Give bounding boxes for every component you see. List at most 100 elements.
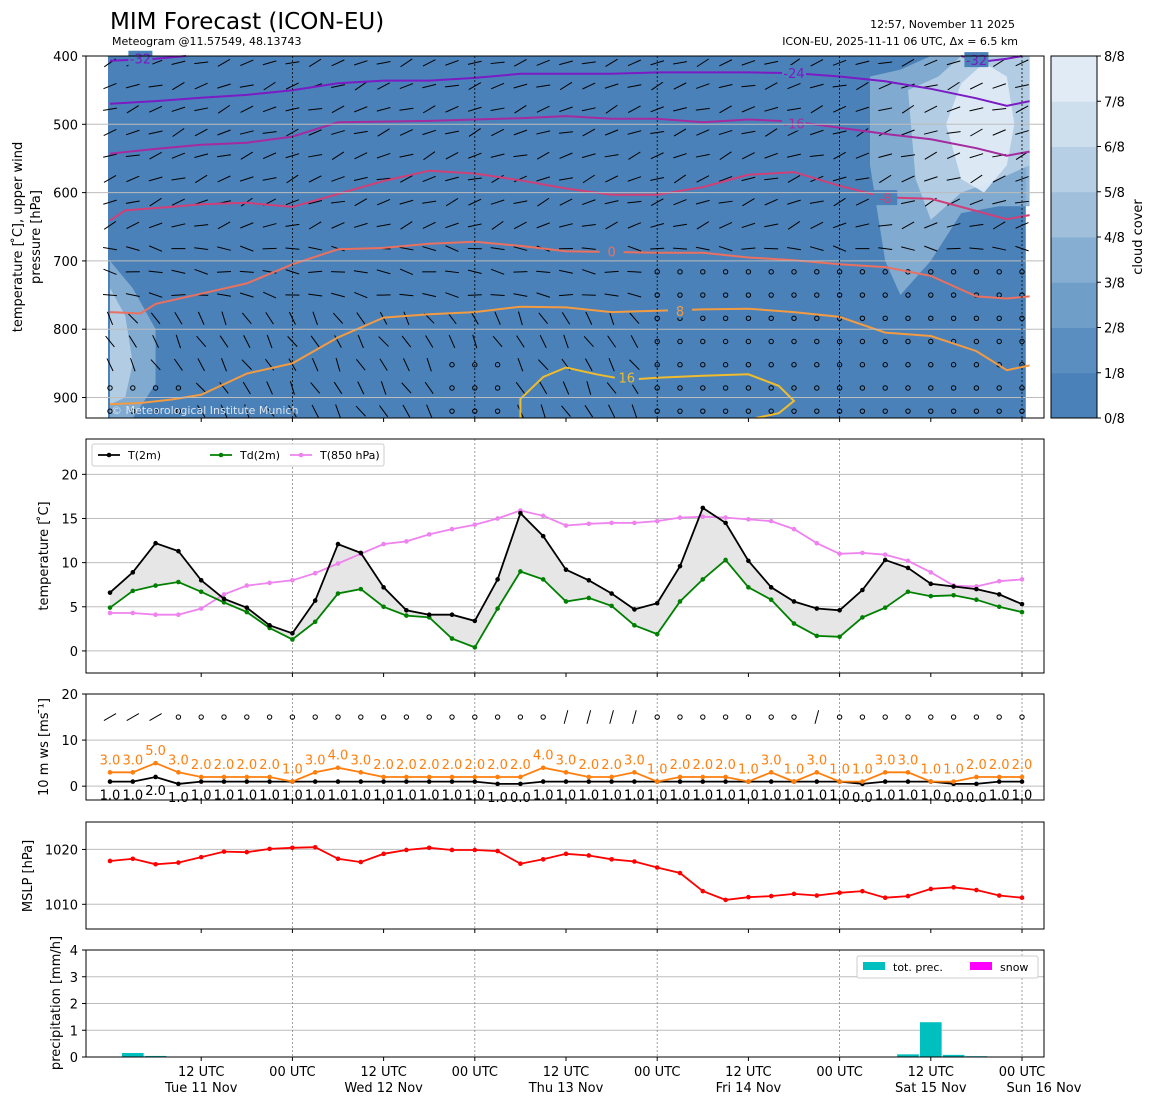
- wind-barb: [399, 129, 413, 136]
- wind-barb: [787, 199, 801, 205]
- copyright: © Meteorological Institute Munich: [111, 404, 298, 417]
- wind-barb: [262, 223, 277, 228]
- data-point: [723, 779, 728, 784]
- data-point: [791, 891, 797, 897]
- calm-marker: [677, 269, 683, 275]
- calm-marker: [654, 362, 660, 368]
- tick-label: 900: [53, 392, 78, 407]
- tick-label: 1010: [45, 898, 78, 913]
- wind-barb: [923, 84, 938, 88]
- wind-barb: [266, 334, 273, 349]
- wind-barb: [262, 60, 277, 66]
- timestamp: 12:57, November 11 2025: [870, 18, 1015, 31]
- wind-barb: [330, 200, 346, 204]
- wind-barb: [103, 221, 117, 230]
- wind-barb: [536, 151, 550, 160]
- data-point: [130, 779, 136, 784]
- calm-marker: [973, 408, 980, 414]
- data-point: [632, 779, 637, 784]
- wind-barb: [627, 130, 642, 135]
- wind-barb: [515, 382, 526, 394]
- wind-barb: [878, 107, 893, 112]
- precip-bar: [144, 1055, 167, 1057]
- pressure-panel: 1010 1020 MSLP [hPa]: [21, 821, 1045, 930]
- colorbar-cell: [1051, 237, 1097, 283]
- calm-marker: [905, 408, 911, 414]
- wind-barb: [470, 311, 479, 325]
- isotherm-0: [109, 55, 187, 62]
- wind-barb: [696, 58, 709, 68]
- colorbar-cell: [1051, 282, 1097, 328]
- calm-marker: [791, 269, 797, 275]
- data-point: [518, 510, 523, 516]
- wind-barb: [399, 199, 414, 205]
- data-point: [221, 779, 227, 784]
- data-point: [107, 605, 113, 610]
- data-point: [723, 774, 728, 780]
- precipitation-panel: 0 1 2 3 4 precipitation [mm/h] tot. prec. sno…: [49, 936, 1045, 1070]
- data-point: [130, 856, 136, 862]
- wind-barb: [559, 177, 573, 181]
- wind-barb: [288, 405, 297, 418]
- wind-barb: [604, 270, 619, 273]
- wind-barb: [308, 293, 323, 297]
- data-point: [358, 779, 364, 784]
- wind-barb: [855, 60, 870, 66]
- wind-barb: [537, 197, 550, 207]
- wind-barb: [423, 151, 436, 161]
- wind-barb: [581, 107, 596, 112]
- data-label: 1.0: [920, 763, 941, 778]
- data-point: [677, 870, 683, 876]
- calm-marker: [950, 292, 957, 298]
- wind-barb: [582, 82, 596, 90]
- wind-barb: [491, 128, 505, 137]
- wind-barb: [426, 404, 433, 418]
- data-label: 3.0: [806, 753, 827, 768]
- wind-barb: [312, 358, 319, 372]
- wind-barb: [559, 269, 573, 274]
- wind-barb: [901, 200, 915, 205]
- wind-barb: [650, 198, 664, 206]
- wind-barb: [149, 713, 162, 721]
- wind-barb: [194, 174, 208, 184]
- wind-barb: [969, 82, 983, 90]
- wind-barb: [244, 404, 250, 418]
- wind-barb: [468, 198, 482, 206]
- wind-barb: [969, 107, 984, 112]
- wind-barb: [586, 710, 592, 724]
- calm-marker: [221, 714, 227, 720]
- calm-marker: [905, 362, 911, 368]
- data-point: [654, 518, 660, 524]
- calm-marker: [700, 292, 706, 298]
- data-point: [244, 779, 250, 784]
- data-label: 2.0: [692, 758, 713, 773]
- tick-label: 1: [70, 1024, 78, 1039]
- wind-barb: [126, 129, 140, 136]
- data-label: 2.0: [715, 758, 736, 773]
- data-point: [335, 591, 341, 596]
- tick-label: 800: [53, 323, 78, 338]
- wind-barb: [855, 223, 870, 228]
- data-point: [609, 520, 614, 526]
- calm-marker: [882, 338, 888, 345]
- data-point: [700, 779, 706, 784]
- data-point: [518, 774, 523, 780]
- tick-label: 00 UTC: [999, 1065, 1045, 1080]
- legend-box: [91, 443, 385, 467]
- calm-marker: [494, 714, 501, 720]
- wind-barb: [331, 151, 345, 160]
- data-point: [700, 514, 706, 520]
- data-point: [609, 857, 614, 862]
- data-label: 1.0: [784, 763, 805, 778]
- data-point: [198, 606, 204, 611]
- calm-marker: [950, 362, 957, 368]
- wind-barb: [424, 381, 434, 394]
- data-label: 2.0: [989, 758, 1010, 773]
- wind-barb: [103, 199, 117, 205]
- calm-marker: [973, 338, 980, 345]
- wind-barb: [126, 105, 140, 114]
- data-point: [700, 888, 706, 894]
- colorbar-cell: [1051, 372, 1097, 419]
- wind-barb: [308, 270, 323, 273]
- data-point: [609, 774, 614, 780]
